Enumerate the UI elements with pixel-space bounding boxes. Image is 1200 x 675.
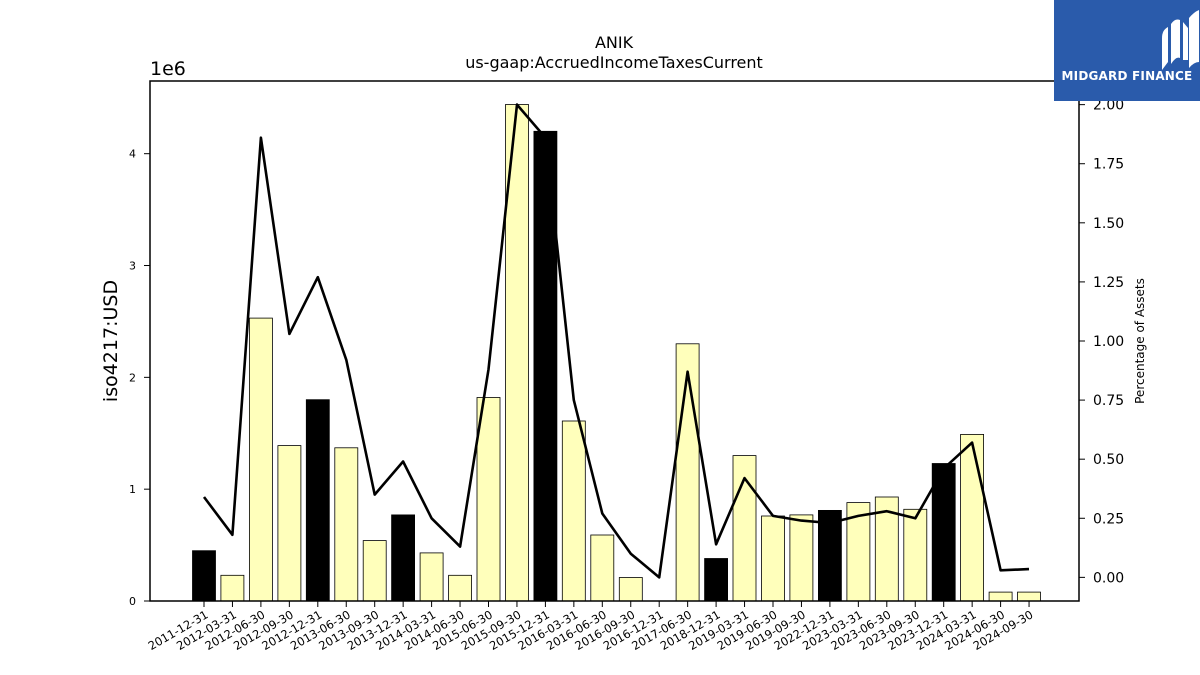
chart-title: ANIK bbox=[595, 33, 634, 52]
y-tick-label: 1 bbox=[129, 483, 136, 496]
bar-2012-03-31 bbox=[220, 574, 245, 602]
y-tick-label: 2 bbox=[129, 371, 136, 384]
y2-tick-label: 0.25 bbox=[1093, 511, 1124, 527]
y-tick-label: 0 bbox=[129, 595, 136, 608]
bar-2016-09-30 bbox=[618, 577, 643, 602]
midgard-logo-icon bbox=[1162, 10, 1199, 70]
y-axis-label: iso4217:USD bbox=[100, 280, 122, 402]
bar-2016-03-31 bbox=[561, 420, 586, 602]
bar-2024-09-30 bbox=[1017, 591, 1041, 602]
y2-axis-label: Percentage of Assets bbox=[1133, 278, 1147, 404]
bar-2023-09-30 bbox=[903, 508, 928, 602]
bar-2014-03-31 bbox=[419, 552, 444, 602]
y2-tick-label: 0.50 bbox=[1093, 452, 1124, 468]
bar-2011-12-31 bbox=[192, 550, 216, 602]
bar-2013-06-30 bbox=[334, 447, 359, 602]
y-tick-label: 3 bbox=[129, 260, 136, 273]
y2-tick-label: 1.00 bbox=[1093, 334, 1124, 350]
y2-tick-label: 2.00 bbox=[1093, 98, 1124, 114]
bar-2015-06-30 bbox=[476, 397, 501, 602]
bar-2019-09-30 bbox=[789, 514, 814, 602]
y2-tick-label: 1.75 bbox=[1093, 157, 1124, 173]
bar-2018-12-31 bbox=[704, 558, 728, 602]
brand-logo: MIDGARD FINANCE bbox=[1054, 0, 1200, 101]
bar-2019-06-30 bbox=[761, 515, 785, 602]
y2-tick-label: 1.50 bbox=[1093, 216, 1124, 232]
y2-tick-label: 0.00 bbox=[1093, 570, 1124, 586]
bar-2024-06-30 bbox=[988, 591, 1013, 602]
bar-2012-09-30 bbox=[277, 445, 302, 602]
bar-2012-06-30 bbox=[248, 317, 273, 602]
y-tick-label: 4 bbox=[129, 148, 136, 161]
bars-group bbox=[192, 104, 1041, 602]
chart-subtitle: us-gaap:AccruedIncomeTaxesCurrent bbox=[465, 53, 763, 72]
y-scale-label: 1e6 bbox=[150, 58, 186, 80]
y2-tick-label: 1.25 bbox=[1093, 275, 1124, 291]
brand-name: MIDGARD FINANCE bbox=[1061, 69, 1193, 83]
bar-2013-12-31 bbox=[391, 514, 416, 602]
y2-tick-label: 0.75 bbox=[1093, 393, 1124, 409]
bar-2014-06-30 bbox=[448, 574, 473, 602]
bar-2013-09-30 bbox=[362, 540, 387, 602]
bar-2012-12-31 bbox=[305, 399, 330, 602]
line-group bbox=[202, 103, 1030, 579]
bar-2017-06-30 bbox=[675, 343, 700, 602]
bar-2016-06-30 bbox=[590, 534, 615, 602]
pct-of-assets-line bbox=[202, 103, 1030, 579]
bar-2024-03-31 bbox=[960, 433, 984, 602]
